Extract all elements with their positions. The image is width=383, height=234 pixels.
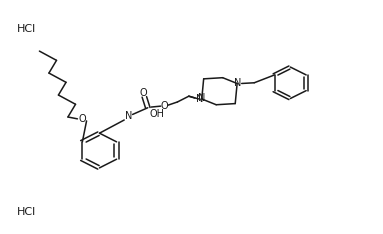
Text: N: N [196,94,203,104]
Text: N: N [234,78,242,88]
Text: O: O [160,101,168,111]
Text: HCl: HCl [16,207,36,217]
Text: N: N [125,111,133,121]
Text: O: O [139,88,147,98]
Text: O: O [79,114,86,124]
Text: OH: OH [150,109,165,119]
Text: N: N [198,93,205,103]
Text: HCl: HCl [16,24,36,34]
